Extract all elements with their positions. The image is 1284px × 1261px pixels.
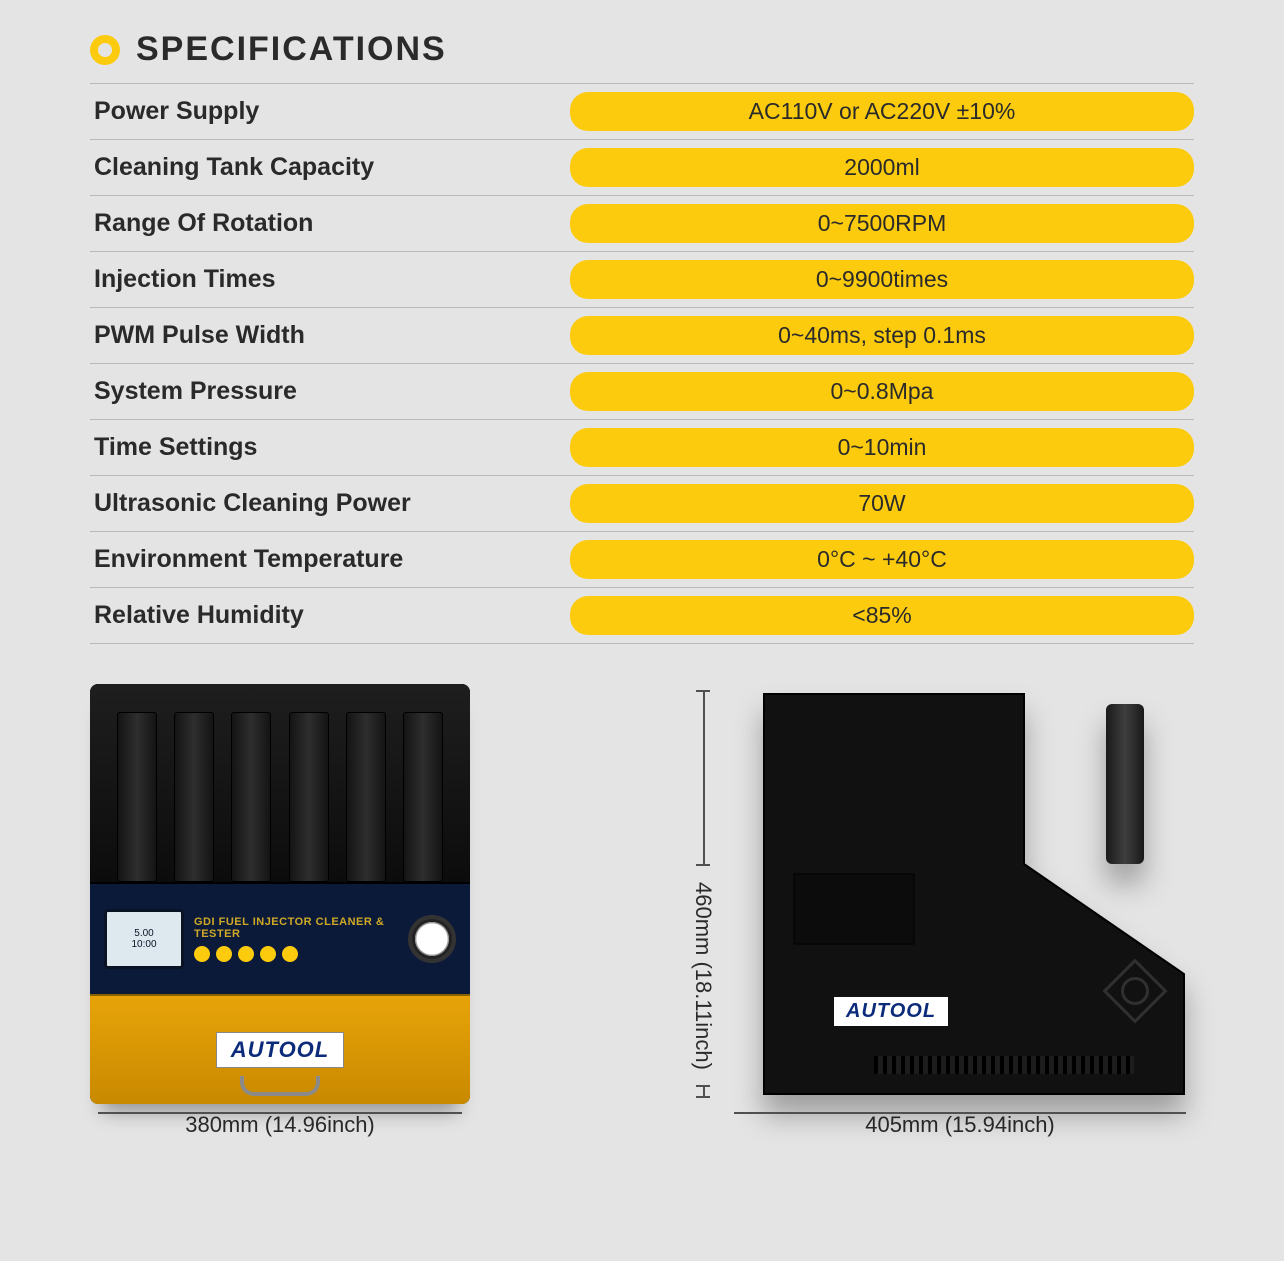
product-images: 5.00 10:00 GDI FUEL INJECTOR CLEANER & T… (90, 684, 1194, 1138)
spec-label: Range Of Rotation (90, 209, 570, 238)
product-label: GDI FUEL INJECTOR CLEANER & TESTER (194, 916, 398, 940)
lcd-screen: 5.00 10:00 (104, 909, 184, 969)
screen-line1: 5.00 (134, 928, 153, 939)
dimension-line-icon (696, 690, 710, 866)
spec-value: 0~0.8Mpa (570, 372, 1194, 411)
spec-row: Environment Temperature0°C ~ +40°C (90, 531, 1194, 587)
spec-row: Time Settings0~10min (90, 419, 1194, 475)
spec-label: Ultrasonic Cleaning Power (90, 489, 570, 518)
vent-slots-icon (874, 1056, 1134, 1074)
product-front-illustration: 5.00 10:00 GDI FUEL INJECTOR CLEANER & T… (90, 684, 470, 1104)
spec-value: 0~40ms, step 0.1ms (570, 316, 1194, 355)
spec-value: 70W (570, 484, 1194, 523)
product-side-illustration: AUTOOL (724, 684, 1194, 1104)
brand-badge: AUTOOL (834, 997, 948, 1026)
dimension-width-front: 380mm (14.96inch) (90, 1112, 470, 1138)
product-side-block: 460mm (18.11inch) AUTOOL 405mm (15.94inc… (690, 684, 1194, 1138)
spec-value: 0~10min (570, 428, 1194, 467)
spec-label: Time Settings (90, 433, 570, 462)
spec-row: Power SupplyAC110V or AC220V ±10% (90, 83, 1194, 139)
spec-label: System Pressure (90, 377, 570, 406)
section-header: SPECIFICATIONS (90, 30, 1194, 69)
dimension-line-icon (696, 1085, 710, 1098)
spec-value: 2000ml (570, 148, 1194, 187)
dimension-height: 460mm (18.11inch) (690, 882, 716, 1070)
spec-label: Power Supply (90, 97, 570, 126)
spec-row: System Pressure0~0.8Mpa (90, 363, 1194, 419)
spec-row: PWM Pulse Width0~40ms, step 0.1ms (90, 307, 1194, 363)
spec-value: 0°C ~ +40°C (570, 540, 1194, 579)
section-title: SPECIFICATIONS (136, 30, 447, 69)
spec-row: Cleaning Tank Capacity2000ml (90, 139, 1194, 195)
screen-line2: 10:00 (131, 939, 156, 950)
spec-row: Relative Humidity<85% (90, 587, 1194, 644)
spec-label: Environment Temperature (90, 545, 570, 574)
spec-row: Injection Times0~9900times (90, 251, 1194, 307)
spec-label: Cleaning Tank Capacity (90, 153, 570, 182)
spec-value: 0~9900times (570, 260, 1194, 299)
pressure-gauge-icon (408, 915, 456, 963)
spec-row: Ultrasonic Cleaning Power70W (90, 475, 1194, 531)
spec-value: AC110V or AC220V ±10% (570, 92, 1194, 131)
spec-table: Power SupplyAC110V or AC220V ±10%Cleanin… (90, 83, 1194, 644)
brand-badge: AUTOOL (216, 1032, 344, 1068)
spec-row: Range Of Rotation0~7500RPM (90, 195, 1194, 251)
spec-value: <85% (570, 596, 1194, 635)
spec-label: Relative Humidity (90, 601, 570, 630)
spec-value: 0~7500RPM (570, 204, 1194, 243)
product-front-block: 5.00 10:00 GDI FUEL INJECTOR CLEANER & T… (90, 684, 470, 1138)
spec-label: Injection Times (90, 265, 570, 294)
drawer-handle-icon (240, 1076, 320, 1096)
spec-label: PWM Pulse Width (90, 321, 570, 350)
dimension-width-side: 405mm (15.94inch) (726, 1112, 1194, 1138)
bullet-icon (90, 35, 120, 65)
